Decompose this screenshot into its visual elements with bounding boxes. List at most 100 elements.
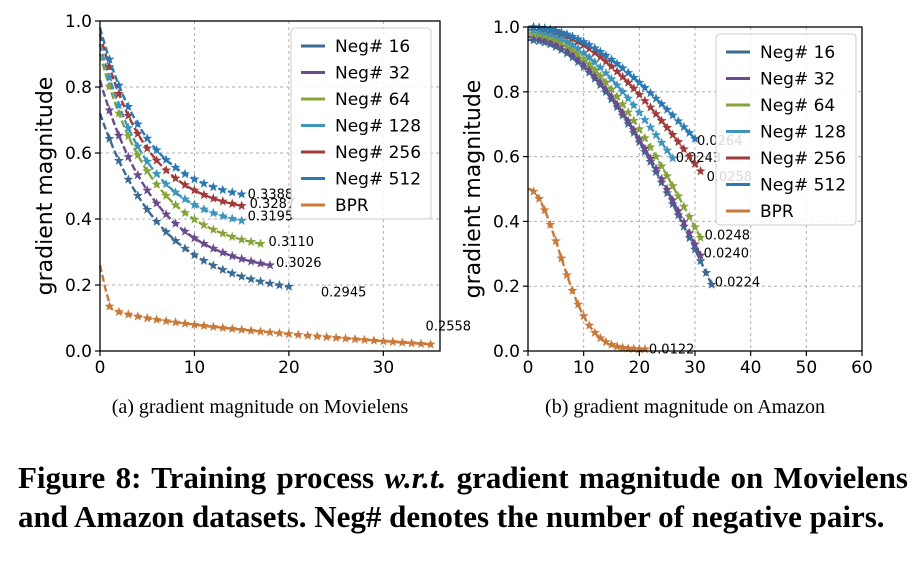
- data-point: [208, 321, 219, 332]
- x-tick-label: 60: [851, 358, 873, 378]
- data-point: [550, 30, 561, 41]
- data-point: [123, 122, 134, 133]
- data-point: [595, 62, 606, 72]
- data-point: [617, 71, 628, 82]
- y-tick-label: 1.0: [493, 18, 520, 38]
- x-tick-label: 0: [95, 358, 106, 378]
- data-point: [589, 70, 600, 80]
- y-axis-label: gradient magnitude: [33, 77, 58, 296]
- y-tick-label: 0.4: [493, 212, 520, 232]
- data-point: [656, 161, 667, 171]
- data-point: [556, 41, 567, 51]
- data-point: [606, 84, 617, 94]
- data-point: [151, 216, 162, 226]
- data-point: [331, 332, 342, 342]
- data-point: [623, 93, 634, 103]
- data-point: [701, 267, 712, 278]
- data-point: [255, 276, 266, 286]
- data-point: [142, 185, 153, 195]
- legend-box: [715, 33, 857, 226]
- data-point: [406, 337, 417, 348]
- data-point: [340, 333, 351, 343]
- data-point: [673, 190, 684, 201]
- data-label: 0.3388: [248, 187, 294, 202]
- chart-amazon: 0.02240.02400.02480.02430.02580.02640.01…: [461, 18, 873, 418]
- data-point: [550, 235, 561, 246]
- data-point: [170, 162, 181, 172]
- series-line-neg128: [98, 43, 242, 222]
- data-point: [151, 198, 162, 208]
- data-point: [623, 67, 634, 78]
- data-point: [695, 232, 706, 242]
- data-point: [645, 142, 656, 152]
- data-point: [695, 255, 706, 266]
- data-point: [600, 336, 611, 347]
- data-point: [113, 108, 124, 118]
- data-point: [550, 25, 561, 35]
- data-point: [639, 132, 650, 143]
- data-point: [678, 201, 689, 211]
- data-point: [113, 100, 124, 110]
- data-point: [573, 299, 584, 309]
- data-point: [208, 224, 219, 234]
- data-point: [539, 204, 550, 215]
- data-point: [606, 91, 617, 101]
- caption-italic: w.r.t.: [384, 460, 447, 495]
- data-point: [651, 166, 661, 177]
- data-point: [578, 61, 589, 72]
- data-point: [528, 28, 539, 38]
- data-point: [534, 25, 545, 36]
- data-point: [634, 89, 645, 99]
- data-point: [656, 173, 667, 184]
- data-point: [662, 184, 673, 194]
- series-line-neg256: [98, 33, 242, 207]
- data-point: [628, 100, 639, 110]
- data-point: [600, 77, 611, 87]
- data-point: [132, 128, 143, 138]
- data-point: [161, 315, 172, 326]
- data-point: [208, 243, 219, 253]
- data-point: [113, 306, 124, 317]
- data-point: [556, 37, 567, 47]
- data-label: 0.3195: [248, 210, 294, 225]
- data-point: [556, 27, 567, 37]
- data-point: [274, 279, 285, 290]
- legend-label: BPR: [335, 196, 369, 216]
- data-point: [651, 163, 661, 173]
- data-point: [217, 247, 228, 257]
- data-point: [556, 33, 567, 43]
- data-point: [198, 189, 209, 199]
- x-tick-label: 10: [184, 358, 206, 378]
- data-point: [189, 185, 200, 195]
- data-point: [255, 326, 266, 336]
- data-point: [634, 134, 645, 144]
- caption-prefix: Figure 8: Training process: [18, 460, 385, 495]
- x-tick-label: 30: [373, 358, 395, 378]
- data-point: [584, 52, 595, 62]
- series-line-neg64: [98, 53, 261, 245]
- data-label: 0.0243: [676, 151, 722, 166]
- data-point: [198, 255, 209, 265]
- data-point: [678, 221, 689, 231]
- data-point: [673, 209, 684, 220]
- legend-label: Neg# 128: [335, 117, 421, 137]
- data-point: [198, 178, 209, 188]
- data-point: [227, 268, 238, 278]
- data-label: 0.3287: [250, 197, 296, 212]
- x-tick-label: 20: [278, 358, 300, 378]
- data-point: [104, 54, 115, 64]
- data-point: [578, 58, 589, 69]
- data-point: [123, 110, 134, 120]
- data-point: [227, 250, 238, 261]
- data-point: [562, 36, 572, 46]
- legend: Neg# 16 Neg# 32 Neg# 64 Neg# 128 Neg# 256 Neg…: [290, 27, 432, 220]
- data-point: [534, 29, 545, 39]
- data-point: [612, 58, 623, 68]
- data-point: [651, 108, 661, 119]
- data-point: [265, 327, 275, 337]
- data-point: [312, 331, 323, 341]
- data-point: [113, 80, 124, 90]
- data-point: [161, 209, 172, 219]
- data-point: [645, 102, 656, 112]
- data-point: [255, 238, 266, 248]
